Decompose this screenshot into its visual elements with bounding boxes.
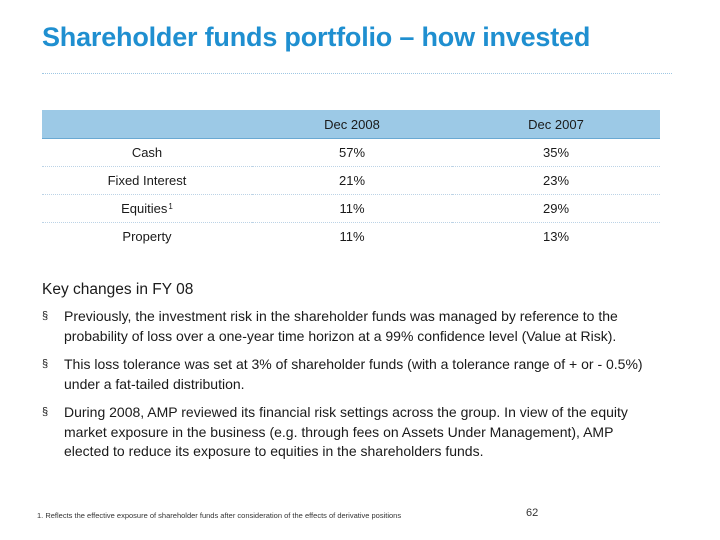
key-changes-list: § Previously, the investment risk in the…	[42, 307, 662, 471]
page-number: 62	[526, 507, 539, 519]
row-label: Property	[42, 223, 252, 251]
header-dec-2007: Dec 2007	[452, 110, 660, 139]
row-label-text: Equities	[121, 201, 168, 216]
page-title: Shareholder funds portfolio – how invest…	[42, 22, 591, 52]
title-divider	[42, 73, 672, 74]
value-dec-2007: 35%	[452, 138, 660, 167]
value-dec-2008: 57%	[252, 138, 452, 167]
bullet-text: During 2008, AMP reviewed its financial …	[64, 404, 628, 459]
list-item: § Previously, the investment risk in the…	[42, 307, 662, 346]
bullet-icon: §	[42, 310, 49, 322]
footnote: 1. Reflects the effective exposure of sh…	[37, 511, 402, 520]
bullet-icon: §	[42, 358, 49, 370]
table-header-row: Dec 2008 Dec 2007	[42, 110, 660, 139]
row-label: Cash	[42, 138, 252, 167]
bullet-text: This loss tolerance was set at 3% of sha…	[64, 356, 643, 392]
table-row: Cash 57% 35%	[42, 138, 660, 167]
row-label-text: Fixed Interest	[107, 173, 187, 188]
list-item: § This loss tolerance was set at 3% of s…	[42, 355, 662, 394]
bullet-icon: §	[42, 406, 49, 418]
row-label-text: Property	[122, 229, 172, 244]
list-item: § During 2008, AMP reviewed its financia…	[42, 403, 662, 462]
row-label: Fixed Interest	[42, 166, 252, 195]
row-label: Equities1	[42, 194, 252, 223]
value-dec-2007: 29%	[452, 194, 660, 223]
table-row: Property 11% 13%	[42, 223, 660, 251]
header-label-cell	[42, 110, 252, 139]
value-dec-2008: 21%	[252, 166, 452, 195]
value-dec-2007: 23%	[452, 166, 660, 195]
value-dec-2008: 11%	[252, 194, 452, 223]
bullet-text: Previously, the investment risk in the s…	[64, 308, 618, 344]
portfolio-table: Dec 2008 Dec 2007 Cash 57% 35% Fixed Int…	[42, 110, 660, 250]
key-changes-heading: Key changes in FY 08	[42, 281, 194, 298]
table-row: Equities1 11% 29%	[42, 194, 660, 223]
value-dec-2007: 13%	[542, 229, 570, 244]
footnote-marker: 1	[168, 202, 173, 211]
row-label-text: Cash	[131, 145, 163, 160]
value-dec-2008: 11%	[339, 229, 365, 244]
table-row: Fixed Interest 21% 23%	[42, 166, 660, 195]
header-dec-2008: Dec 2008	[252, 110, 452, 139]
